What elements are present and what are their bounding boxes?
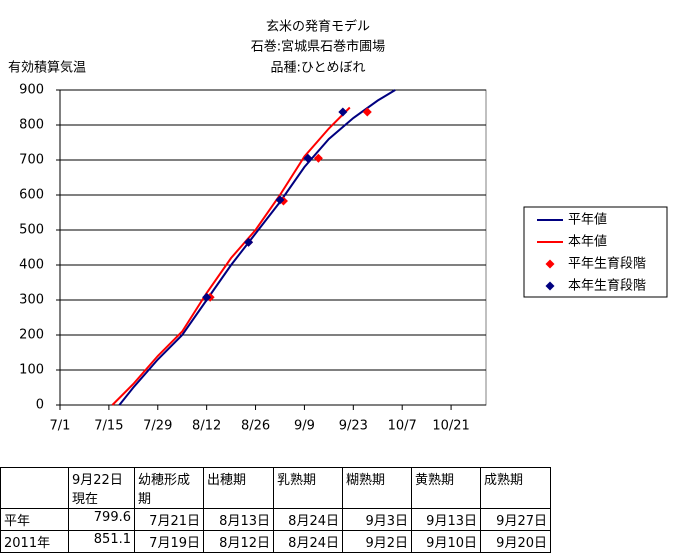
x-tick-label: 8/12: [192, 419, 221, 434]
y-tick-label: 500: [19, 223, 44, 238]
table-cell: 9月20日: [480, 530, 551, 553]
table-cell: 9月27日: [480, 508, 551, 531]
legend-label: 本年生育段階: [568, 278, 646, 294]
x-tick-label: 8/26: [241, 419, 270, 434]
legend-label: 平年生育段階: [568, 256, 646, 272]
x-tick-label: 10/21: [432, 419, 469, 434]
table-cell: 乳熟期: [273, 467, 343, 509]
stage-marker: [244, 237, 254, 247]
y-tick-label: 400: [19, 258, 44, 273]
chart-subtitle: 品種:ひとめぼれ: [271, 60, 366, 76]
x-tick-label: 7/15: [94, 419, 123, 434]
chart: 玄米の発育モデル 石巻:宮城県石巻市圃場 品種:ひとめぼれ 有効積算気温 0 10…: [8, 19, 668, 434]
table-row: 平年 799.6 7月21日 8月13日 8月24日 9月3日 9月13日 9月27日: [0, 508, 551, 531]
x-tick-label: 7/1: [50, 419, 71, 434]
legend-swatch: [545, 281, 555, 291]
table-cell: 黄熟期: [411, 467, 481, 509]
data-table: 9月22日 現在 幼穂形成期 出穂期 乳熟期 糊熟期 黄熟期 成熟期 平年 799.6 7月21…: [0, 467, 551, 553]
table-cell: 8月12日: [203, 530, 274, 553]
y-tick-label: 200: [19, 328, 44, 343]
y-tick-label: 100: [19, 363, 44, 378]
legend-box: [523, 206, 668, 298]
table-cell: 8月13日: [203, 508, 274, 531]
table-cell: 799.6: [68, 508, 135, 531]
table-cell: 851.1: [68, 530, 135, 553]
table-cell: 9月10日: [411, 530, 481, 553]
stage-marker: [362, 107, 372, 117]
y-tick-label: 0: [36, 398, 44, 413]
table-cell: 9月2日: [342, 530, 412, 553]
legend-label: 本年値: [568, 234, 607, 250]
x-tick-label: 10/7: [388, 419, 417, 434]
x-tick-label: 7/29: [143, 419, 172, 434]
table-cell: 2011年: [0, 530, 69, 553]
series-line: [118, 89, 396, 406]
table-row: 2011年 851.1 7月19日 8月12日 8月24日 9月2日 9月10日 9月20日: [0, 530, 551, 553]
y-tick-label: 300: [19, 293, 44, 308]
table-cell: 9月13日: [411, 508, 481, 531]
x-tick-label: 9/23: [339, 419, 368, 434]
chart-subtitle: 石巻:宮城県石巻市圃場: [251, 39, 385, 55]
stage-marker: [303, 153, 313, 163]
legend-label: 平年値: [568, 212, 607, 228]
plot-area: [59, 89, 487, 406]
table-cell: 8月24日: [273, 530, 343, 553]
series-line: [111, 106, 351, 406]
table-cell: 糊熟期: [342, 467, 412, 509]
x-tick-label: 9/9: [294, 419, 315, 434]
y-tick-label: 700: [19, 153, 44, 168]
table-cell: 7月21日: [134, 508, 204, 531]
legend-swatch: [545, 259, 555, 269]
y-axis-label: 有効積算気温: [8, 60, 86, 76]
table-cell: 幼穂形成期: [134, 467, 204, 509]
stage-marker: [313, 153, 323, 163]
table-cell: 出穂期: [203, 467, 274, 509]
y-tick-label: 600: [19, 188, 44, 203]
y-tick-label: 800: [19, 118, 44, 133]
y-tick-label: 900: [19, 83, 44, 98]
table-cell: 8月24日: [273, 508, 343, 531]
table-cell: 平年: [0, 508, 69, 531]
chart-title: 玄米の発育モデル: [266, 19, 370, 35]
stage-marker: [275, 195, 285, 205]
table-header: 9月22日 現在 幼穂形成期 出穂期 乳熟期 糊熟期 黄熟期 成熟期: [0, 467, 551, 509]
table-cell: 9月3日: [342, 508, 412, 531]
stage-marker: [202, 292, 212, 302]
table-cell: 7月19日: [134, 530, 204, 553]
table-cell: 9月22日 現在: [68, 467, 135, 509]
table-cell: [0, 467, 69, 509]
stage-marker: [338, 107, 348, 117]
table-cell: 成熟期: [480, 467, 551, 509]
